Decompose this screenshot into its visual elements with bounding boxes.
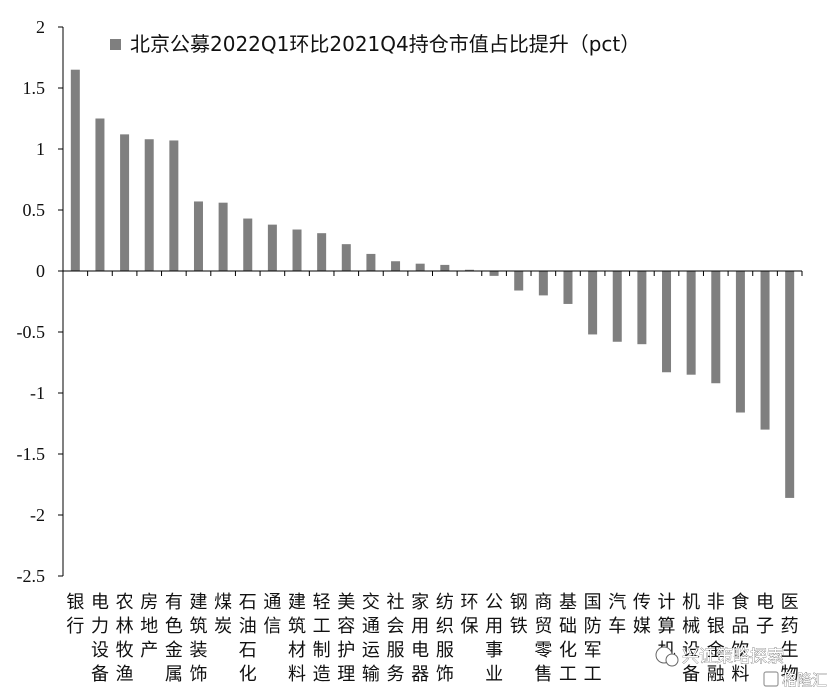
bar [218,202,228,271]
bar [120,134,130,271]
bar [563,271,573,304]
y-tick-label: -2.5 [17,566,46,586]
x-category-label: 食品饮料 [731,592,749,685]
x-category-label: 石油石化 [239,592,257,685]
legend: 北京公募2022Q1环比2021Q4持仓市值占比提升（pct） [110,32,640,56]
bar [785,271,795,498]
bar [464,269,474,271]
y-tick-label: -1.5 [17,444,46,464]
bar [70,69,80,271]
x-category-label: 基础化工 [559,592,577,685]
x-category-label: 有色金属 [165,592,183,685]
legend-label: 北京公募2022Q1环比2021Q4持仓市值占比提升（pct） [130,32,640,56]
x-category-label: 公用事业 [485,592,503,685]
y-axis: 2 1.5 1 0.5 0 -0.5 -1 -1.5 -2 -2.5 [17,17,64,586]
x-category-label: 建筑材料 [288,592,306,685]
bar [637,271,647,345]
x-category-label: 通信 [263,592,281,637]
bar [760,271,770,430]
y-tick-label: -2 [30,505,45,525]
bar [366,253,376,271]
bar [489,271,499,276]
legend-swatch [110,39,121,50]
bar [711,271,721,384]
x-category-label: 电力设备 [91,592,109,685]
bar [169,140,179,271]
bar [440,264,450,271]
watermark: 兴证策略探索 [655,646,784,667]
bar [193,201,203,271]
x-category-label: 非银金融 [707,592,725,685]
x-category-label: 社会服务 [387,592,405,685]
y-tick-label: 2 [36,17,45,37]
corner-logo-icon [763,671,779,687]
x-category-label: 建筑装饰 [189,592,207,685]
bar [267,224,277,271]
x-category-label: 煤炭 [214,592,232,637]
bar [391,261,401,271]
x-category-label: 轻工制造 [313,592,331,685]
bars [70,69,795,498]
bar [95,118,105,271]
x-axis-labels: 银行电力设备农林牧渔房地产有色金属建筑装饰煤炭石油石化通信建筑材料轻工制造美容护… [66,592,798,685]
bar [686,271,696,375]
watermark-text: 兴证策略探索 [682,647,784,667]
bar [588,271,598,335]
zero-axis [62,270,803,276]
x-category-label: 商贸零售 [534,592,552,685]
x-category-label: 医药生物 [781,592,799,685]
y-tick-label: 1 [36,139,45,159]
bar [735,271,745,413]
bar [341,244,351,271]
bar [292,229,302,271]
bar [662,271,672,373]
y-tick-label: 0.5 [23,200,46,220]
corner-logo-text: 格隆汇 [782,671,827,689]
bar [514,271,524,291]
x-category-label: 汽车 [608,592,626,637]
x-category-label: 环保 [460,592,478,637]
x-category-label: 交通运输 [362,592,380,685]
bar [144,139,154,271]
wechat-icon-small [665,653,679,667]
x-category-label: 农林牧渔 [116,592,134,685]
x-category-label: 房地产 [140,592,158,661]
corner-logo: 格隆汇 [763,671,827,689]
bar [538,271,548,296]
y-tick-label: 0 [36,261,45,281]
y-tick-label: -1 [30,383,45,403]
x-category-label: 传媒 [633,592,651,637]
bar [415,263,425,271]
x-category-label: 机械设备 [682,592,700,685]
x-category-label: 美容护理 [337,592,355,685]
x-category-label: 家用电器 [411,592,429,685]
bar [317,233,327,271]
x-category-label: 钢铁 [510,592,528,637]
x-category-label: 国防军工 [584,592,602,685]
x-category-label: 银行 [66,592,84,637]
x-category-label: 纺织服饰 [436,592,454,685]
x-category-label: 电子 [756,592,774,637]
bar [612,271,622,342]
bar [243,218,253,271]
y-tick-label: -0.5 [17,322,46,342]
y-tick-label: 1.5 [23,78,46,98]
